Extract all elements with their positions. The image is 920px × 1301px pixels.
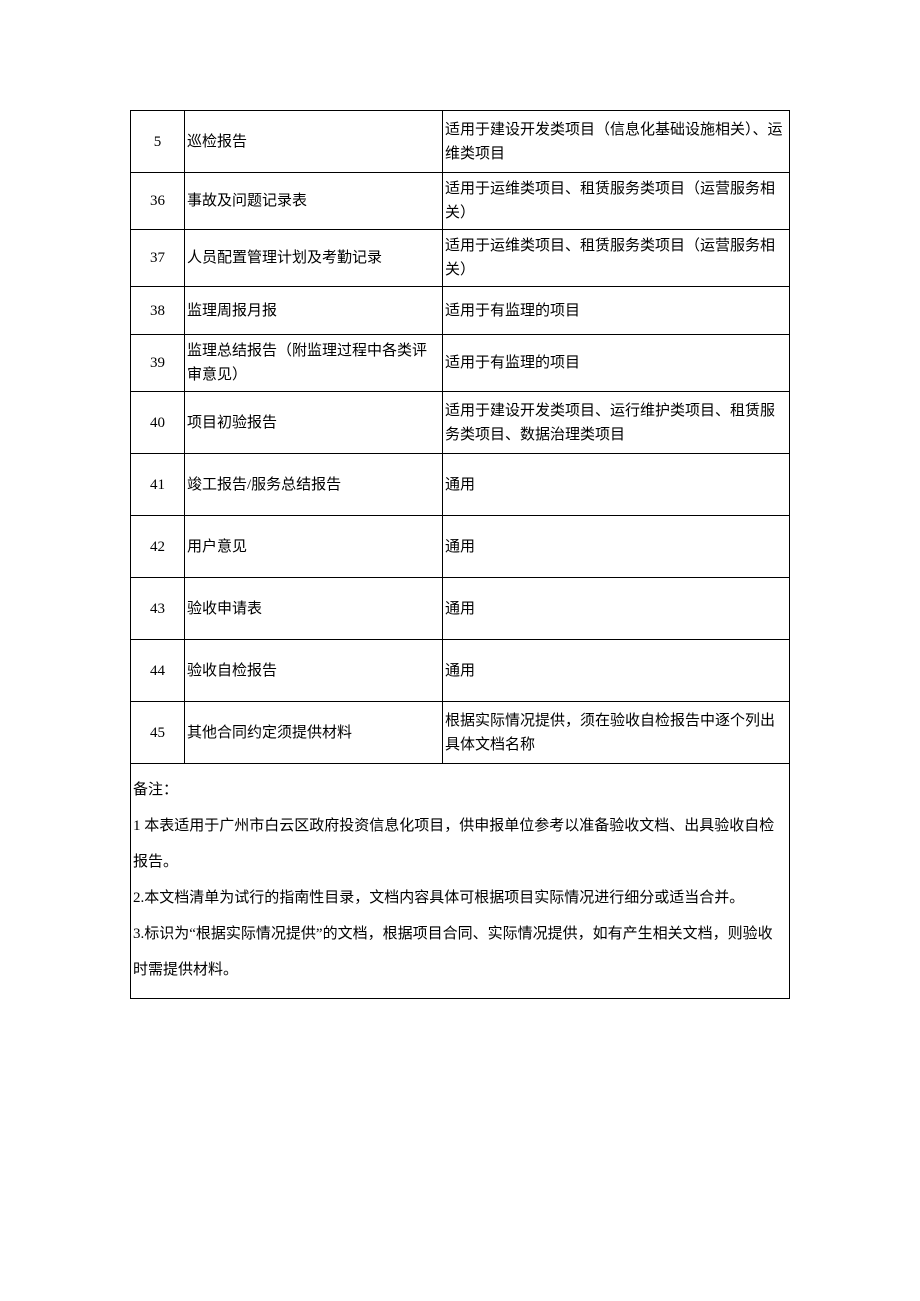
notes-cell: 备注： 1 本表适用于广州市白云区政府投资信息化项目，供申报单位参考以准备验收文… (131, 764, 790, 999)
document-name: 验收申请表 (185, 578, 443, 640)
applicable-scope: 适用于建设开发类项目、运行维护类项目、租赁服务类项目、数据治理类项目 (443, 392, 790, 454)
applicable-scope: 通用 (443, 640, 790, 702)
applicable-scope: 适用于有监理的项目 (443, 335, 790, 392)
table-row: 37 人员配置管理计划及考勤记录 适用于运维类项目、租赁服务类项目（运营服务相关… (131, 230, 790, 287)
applicable-scope: 通用 (443, 516, 790, 578)
table-row: 41 竣工报告/服务总结报告 通用 (131, 454, 790, 516)
row-number: 39 (131, 335, 185, 392)
table-row: 42 用户意见 通用 (131, 516, 790, 578)
table-row: 43 验收申请表 通用 (131, 578, 790, 640)
applicable-scope: 适用于运维类项目、租赁服务类项目（运营服务相关） (443, 230, 790, 287)
table-row: 45 其他合同约定须提供材料 根据实际情况提供，须在验收自检报告中逐个列出具体文… (131, 702, 790, 764)
applicable-scope: 根据实际情况提供，须在验收自检报告中逐个列出具体文档名称 (443, 702, 790, 764)
notes-label: 备注： (133, 772, 787, 808)
document-name: 项目初验报告 (185, 392, 443, 454)
table-row: 44 验收自检报告 通用 (131, 640, 790, 702)
applicable-scope: 适用于有监理的项目 (443, 287, 790, 335)
row-number: 42 (131, 516, 185, 578)
document-name: 监理总结报告（附监理过程中各类评审意见） (185, 335, 443, 392)
table-row: 39 监理总结报告（附监理过程中各类评审意见） 适用于有监理的项目 (131, 335, 790, 392)
document-name: 监理周报月报 (185, 287, 443, 335)
row-number: 43 (131, 578, 185, 640)
row-number: 44 (131, 640, 185, 702)
row-number: 40 (131, 392, 185, 454)
row-number: 37 (131, 230, 185, 287)
row-number: 36 (131, 173, 185, 230)
document-table: 5 巡检报告 适用于建设开发类项目（信息化基础设施相关）、运维类项目 36 事故… (130, 110, 790, 999)
notes-row: 备注： 1 本表适用于广州市白云区政府投资信息化项目，供申报单位参考以准备验收文… (131, 764, 790, 999)
applicable-scope: 通用 (443, 578, 790, 640)
document-name: 巡检报告 (185, 111, 443, 173)
document-name: 竣工报告/服务总结报告 (185, 454, 443, 516)
table-row: 38 监理周报月报 适用于有监理的项目 (131, 287, 790, 335)
table-row: 5 巡检报告 适用于建设开发类项目（信息化基础设施相关）、运维类项目 (131, 111, 790, 173)
note-item: 1 本表适用于广州市白云区政府投资信息化项目，供申报单位参考以准备验收文档、出具… (133, 808, 787, 880)
applicable-scope: 适用于运维类项目、租赁服务类项目（运营服务相关） (443, 173, 790, 230)
document-name: 验收自检报告 (185, 640, 443, 702)
document-name: 事故及问题记录表 (185, 173, 443, 230)
applicable-scope: 通用 (443, 454, 790, 516)
row-number: 5 (131, 111, 185, 173)
row-number: 45 (131, 702, 185, 764)
document-name: 人员配置管理计划及考勤记录 (185, 230, 443, 287)
document-name: 用户意见 (185, 516, 443, 578)
table-row: 40 项目初验报告 适用于建设开发类项目、运行维护类项目、租赁服务类项目、数据治… (131, 392, 790, 454)
document-name: 其他合同约定须提供材料 (185, 702, 443, 764)
table-row: 36 事故及问题记录表 适用于运维类项目、租赁服务类项目（运营服务相关） (131, 173, 790, 230)
applicable-scope: 适用于建设开发类项目（信息化基础设施相关）、运维类项目 (443, 111, 790, 173)
row-number: 41 (131, 454, 185, 516)
note-item: 3.标识为“根据实际情况提供”的文档，根据项目合同、实际情况提供，如有产生相关文… (133, 916, 787, 988)
note-item: 2.本文档清单为试行的指南性目录，文档内容具体可根据项目实际情况进行细分或适当合… (133, 880, 787, 916)
row-number: 38 (131, 287, 185, 335)
